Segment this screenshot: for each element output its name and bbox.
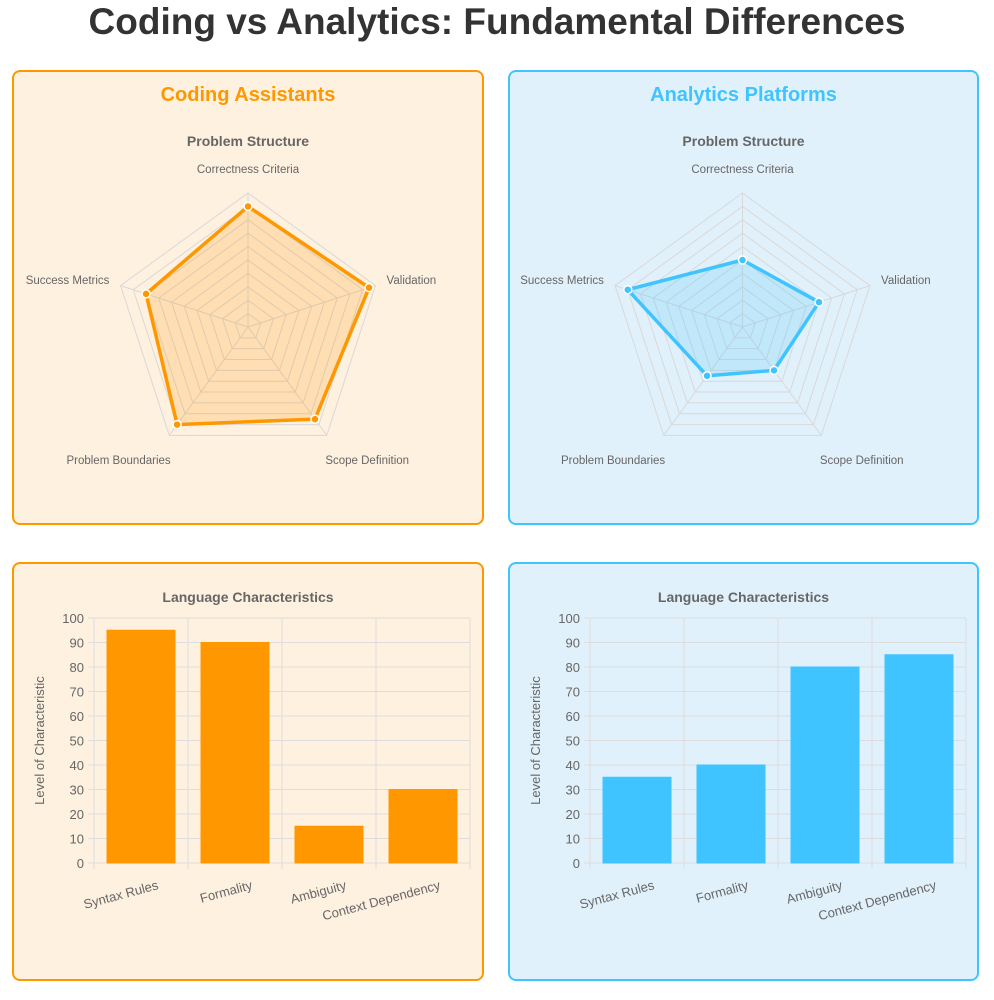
grid-ring	[221, 299, 275, 350]
y-axis-label: Level of Characteristic	[528, 676, 543, 805]
bar-chart: Language Characteristics 0 10 20 30 40 50 60 70 8…	[32, 589, 471, 923]
grid-ring	[209, 286, 287, 361]
axis-label: Problem Boundaries	[66, 455, 170, 467]
y-tick-label: 70	[566, 685, 580, 700]
y-tick-label: 90	[566, 636, 580, 651]
grid-ring	[652, 232, 833, 404]
grid-ring	[703, 286, 782, 361]
data-point	[364, 282, 374, 293]
bar	[790, 666, 860, 864]
bar-chart: Language Characteristics 0 10 20 30 40 50 60 70 8…	[528, 589, 967, 923]
y-tick-label: 90	[70, 636, 84, 651]
chart-title: Language Characteristics	[162, 589, 333, 605]
data-point	[702, 371, 712, 381]
grid-ring	[716, 299, 769, 350]
grid-ring	[234, 312, 262, 339]
y-tick-label: 30	[70, 783, 84, 798]
y-tick-label: 10	[566, 832, 580, 847]
chart-title: Problem Structure	[682, 133, 804, 149]
bar	[884, 654, 954, 864]
analytics-bar-panel: Language Characteristics 0 10 20 30 40 50 60 70 8…	[508, 562, 979, 981]
axis-line	[742, 285, 871, 328]
grid-ring	[665, 245, 820, 393]
grid-ring	[132, 205, 364, 426]
data-polygon	[144, 204, 372, 427]
axis-label: Problem Boundaries	[561, 455, 665, 467]
data-point	[172, 419, 182, 430]
panel-title: Analytics Platforms	[650, 84, 837, 106]
y-tick-label: 0	[573, 856, 580, 871]
axis-label: Scope Definition	[325, 455, 409, 467]
grid-ring	[196, 272, 300, 371]
y-tick-label: 80	[566, 660, 580, 675]
y-tick-label: 80	[70, 660, 84, 675]
data-point	[737, 255, 748, 265]
x-tick-label: Formality	[694, 877, 750, 905]
data-point	[814, 297, 824, 307]
bar	[388, 789, 458, 864]
axis-line	[663, 326, 743, 436]
y-tick-label: 40	[70, 758, 84, 773]
axis-line	[247, 285, 376, 328]
axis-label: Scope Definition	[820, 455, 904, 467]
axis-label: Validation	[881, 275, 931, 287]
axis-label: Correctness Criteria	[691, 164, 794, 176]
axis-label: Success Metrics	[26, 275, 110, 287]
bar	[696, 764, 766, 864]
grid-ring	[119, 192, 377, 436]
data-point	[243, 201, 253, 212]
y-tick-label: 20	[70, 807, 84, 822]
radar-chart: Problem Structure Correctness Criteria Val…	[26, 133, 437, 467]
axis-line	[614, 285, 743, 328]
data-point	[769, 365, 779, 376]
data-point	[141, 289, 151, 299]
x-tick-label: Syntax Rules	[82, 877, 160, 911]
y-tick-label: 20	[566, 807, 580, 822]
data-point	[310, 414, 320, 424]
grid-ring	[627, 205, 858, 426]
grid-ring	[690, 272, 795, 371]
grid-ring	[158, 232, 338, 404]
y-tick-label: 40	[566, 758, 580, 773]
grid-ring	[183, 259, 313, 382]
bar	[602, 776, 672, 864]
x-tick-label: Formality	[198, 877, 254, 905]
y-tick-label: 0	[77, 856, 84, 871]
axis-line	[742, 326, 822, 436]
y-tick-label: 60	[566, 709, 580, 724]
x-tick-label: Ambiguity	[289, 877, 348, 906]
coding-radar-panel: Coding Assistants Problem Structure Corre…	[12, 70, 484, 525]
grid-ring	[678, 259, 807, 382]
grid-ring	[729, 312, 756, 339]
axis-label: Success Metrics	[520, 275, 604, 287]
axis-label: Validation	[387, 275, 437, 287]
y-tick-label: 30	[566, 783, 580, 798]
grid-ring	[170, 245, 326, 393]
y-tick-label: 100	[62, 611, 84, 626]
y-tick-label: 50	[566, 734, 580, 749]
axis-line	[168, 326, 249, 436]
y-tick-label: 50	[70, 734, 84, 749]
y-axis-label: Level of Characteristic	[32, 676, 47, 805]
axis-label: Correctness Criteria	[197, 164, 300, 176]
radar-chart: Problem Structure Correctness Criteria Val…	[520, 133, 931, 467]
page-title: Coding vs Analytics: Fundamental Differe…	[88, 1, 906, 42]
bar	[294, 825, 364, 864]
y-tick-label: 60	[70, 709, 84, 724]
chart-title: Language Characteristics	[658, 589, 829, 605]
bar	[106, 629, 176, 864]
y-tick-label: 70	[70, 685, 84, 700]
y-tick-label: 10	[70, 832, 84, 847]
grid-ring	[614, 192, 871, 436]
y-tick-label: 100	[558, 611, 580, 626]
x-tick-label: Syntax Rules	[578, 877, 656, 911]
x-tick-label: Ambiguity	[785, 877, 844, 906]
bar	[200, 642, 270, 864]
panel-title: Coding Assistants	[160, 84, 336, 106]
chart-title: Problem Structure	[187, 133, 309, 149]
coding-bar-panel: Language Characteristics 0 10 20 30 40 50 60 70 8…	[12, 562, 484, 981]
data-polygon	[624, 258, 822, 378]
data-point	[623, 284, 633, 295]
analytics-radar-panel: Analytics Platforms Problem Structure Cor…	[508, 70, 979, 525]
